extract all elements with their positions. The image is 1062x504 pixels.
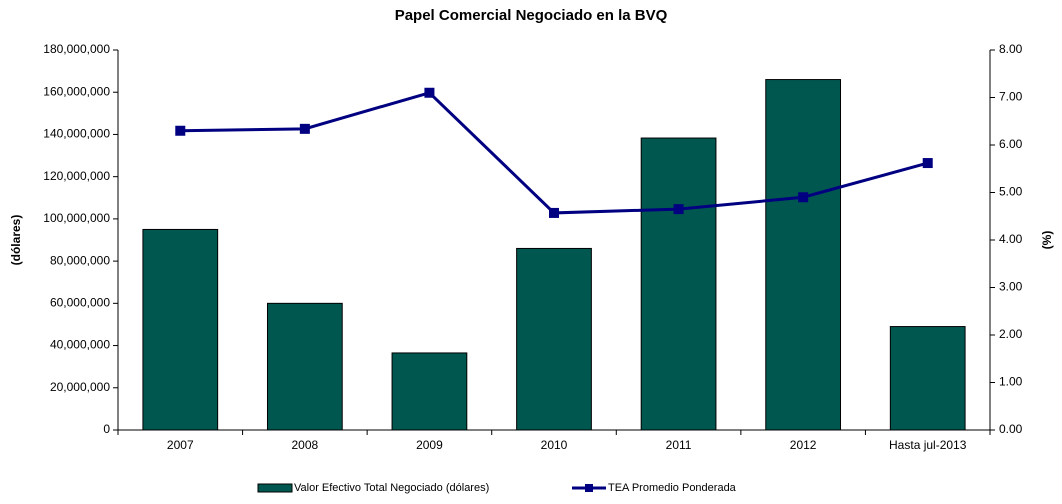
bar (391, 352, 468, 431)
y-tick-label: 160,000,000 (43, 84, 110, 98)
y2-tick-label: 4.00 (999, 232, 1023, 246)
y-tick-label: 180,000,000 (43, 42, 110, 56)
x-tick-label: 2009 (416, 438, 443, 452)
y2-tick-label: 2.00 (999, 327, 1023, 341)
y-tick-label: 0 (103, 422, 110, 436)
y2-tick-label: 7.00 (999, 90, 1023, 104)
x-tick-label: Hasta jul-2013 (889, 438, 967, 452)
line-marker (922, 158, 933, 169)
chart-title: Papel Comercial Negociado en la BVQ (395, 7, 668, 24)
bar (640, 137, 717, 431)
y-axis-title: (dólares) (9, 215, 23, 266)
y2-tick-label: 3.00 (999, 280, 1023, 294)
x-tick-label: 2010 (541, 438, 568, 452)
line-marker (424, 87, 435, 98)
x-tick-label: 2008 (292, 438, 319, 452)
x-tick-label: 2011 (666, 438, 692, 452)
line-marker (299, 123, 310, 134)
y2-tick-label: 8.00 (999, 42, 1023, 56)
bar (266, 302, 343, 431)
bar (142, 228, 219, 431)
legend-marker (585, 484, 593, 492)
y-tick-label: 140,000,000 (43, 127, 110, 141)
line-marker (175, 125, 186, 136)
legend-swatch (257, 483, 293, 493)
legend-label: Valor Efectivo Total Negociado (dólares) (294, 482, 489, 494)
y-tick-label: 60,000,000 (50, 296, 110, 310)
y-tick-label: 20,000,000 (50, 380, 110, 394)
y-tick-label: 80,000,000 (50, 253, 110, 267)
y2-tick-label: 5.00 (999, 185, 1023, 199)
bar (765, 79, 842, 431)
legend-label: TEA Promedio Ponderada (608, 482, 737, 494)
line-marker (798, 192, 809, 203)
bar (516, 247, 592, 431)
y-tick-label: 100,000,000 (43, 211, 110, 225)
line-marker (673, 204, 684, 215)
bar (889, 326, 966, 431)
y2-tick-label: 6.00 (999, 137, 1023, 151)
y2-tick-label: 0.00 (999, 422, 1023, 436)
y-tick-label: 40,000,000 (50, 338, 110, 352)
line-marker (549, 207, 559, 218)
x-tick-label: 2012 (790, 438, 817, 452)
y-tick-label: 120,000,000 (43, 169, 110, 183)
y2-axis-title: (%) (1040, 231, 1054, 250)
x-tick-label: 2007 (167, 438, 194, 452)
y2-tick-label: 1.00 (999, 375, 1023, 389)
